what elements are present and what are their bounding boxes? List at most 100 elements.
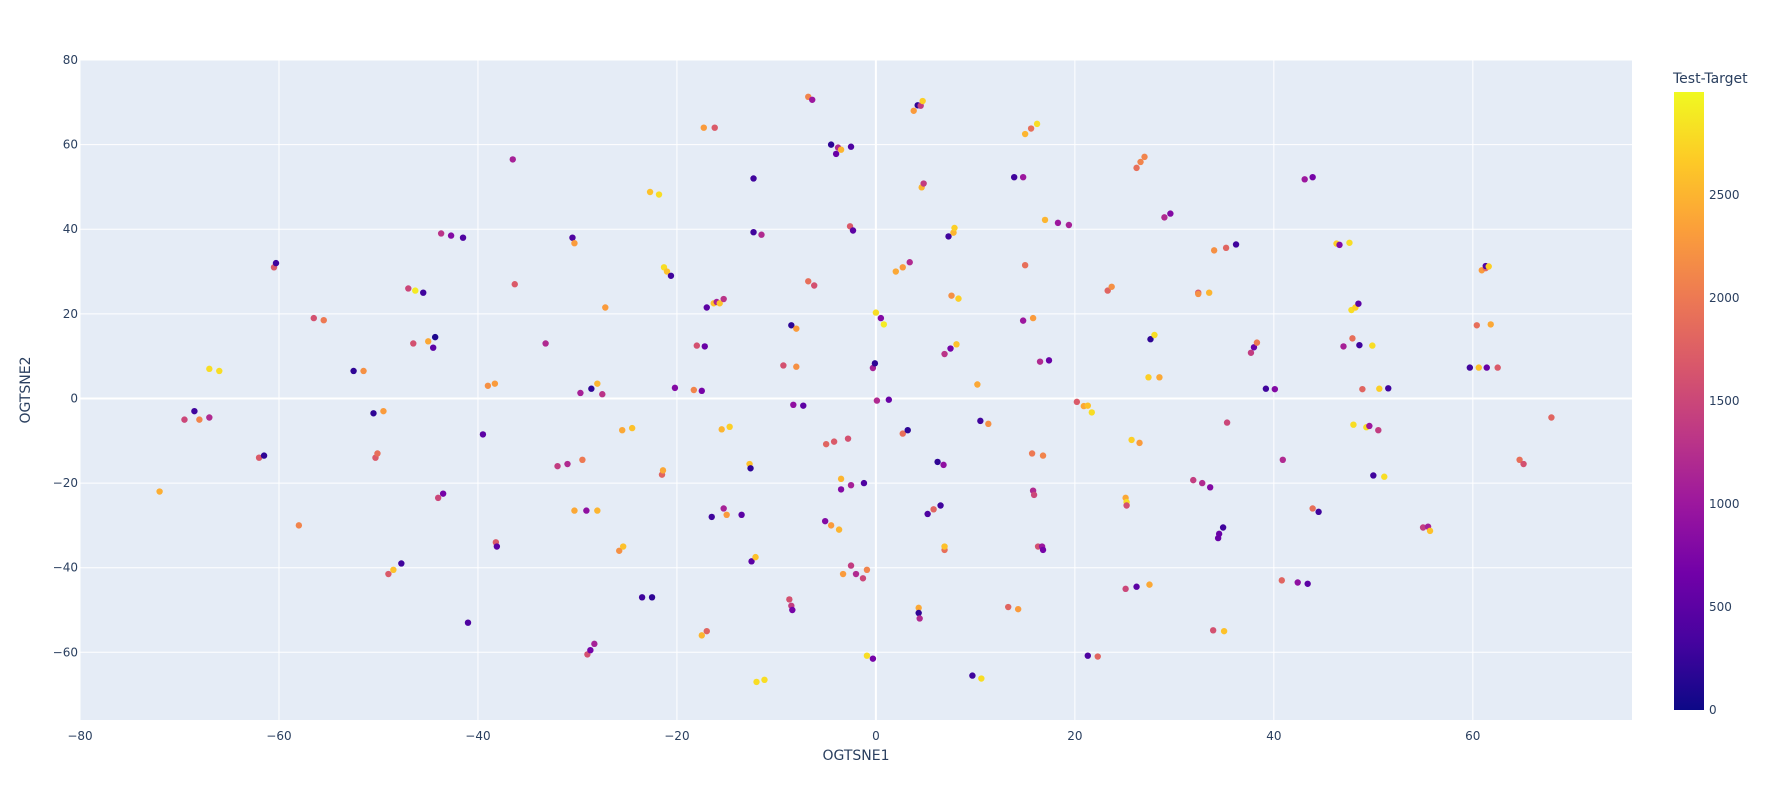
data-point (1294, 579, 1301, 586)
data-point (255, 454, 263, 461)
data-point (1045, 357, 1053, 364)
data-point (1309, 505, 1316, 512)
data-point (698, 632, 705, 639)
data-point (628, 424, 636, 432)
data-point (374, 450, 381, 457)
data-point (698, 387, 705, 395)
data-point (655, 191, 663, 198)
data-point (758, 231, 765, 238)
data-point (827, 522, 835, 529)
data-point (789, 606, 796, 614)
data-point (1356, 341, 1363, 349)
data-point (1141, 153, 1148, 161)
data-point (1220, 627, 1228, 635)
data-point (859, 575, 867, 582)
data-point (360, 367, 367, 375)
data-point (750, 175, 757, 182)
data-point (191, 407, 198, 415)
data-point (892, 268, 899, 275)
data-point (1483, 364, 1490, 371)
data-point (659, 467, 667, 474)
data-point (390, 566, 397, 574)
data-point (873, 397, 881, 404)
data-point (700, 124, 707, 131)
data-point (860, 479, 868, 487)
data-point (1005, 603, 1012, 611)
data-point (1485, 263, 1492, 270)
data-point (1019, 173, 1027, 181)
data-point (701, 343, 708, 350)
data-point (924, 510, 931, 518)
data-point (790, 401, 797, 409)
data-point (1350, 421, 1357, 428)
data-point (1030, 491, 1038, 499)
data-point (899, 430, 906, 437)
data-point (1147, 336, 1154, 343)
data-point (708, 513, 715, 521)
x-axis-title: OGTSNE1 (822, 748, 889, 764)
data-point (434, 494, 442, 502)
data-point (1278, 577, 1286, 584)
data-point (1346, 239, 1353, 246)
data-point (599, 391, 606, 398)
data-point (726, 423, 733, 431)
data-point (616, 547, 623, 554)
data-point (1223, 419, 1231, 426)
data-point (915, 604, 922, 612)
data-point (405, 285, 412, 292)
data-point (1028, 450, 1036, 457)
colorbar-title: Test-Target (1672, 71, 1748, 87)
data-point (906, 259, 913, 266)
data-point (542, 340, 549, 347)
data-point (953, 341, 960, 348)
data-point (837, 146, 845, 153)
data-point (412, 287, 419, 294)
data-point (1039, 546, 1047, 554)
data-point (310, 314, 317, 322)
data-point (1366, 422, 1373, 430)
data-point (919, 97, 926, 105)
data-point (410, 340, 417, 347)
data-point (1104, 287, 1111, 294)
data-point (484, 382, 492, 389)
data-point (509, 156, 516, 163)
data-point (1210, 247, 1218, 254)
data-point (937, 502, 944, 509)
data-point (1010, 173, 1018, 181)
data-point (1385, 385, 1392, 392)
data-point (747, 465, 754, 472)
data-point (852, 570, 860, 578)
data-point (940, 461, 947, 469)
data-point (1133, 583, 1140, 590)
data-point (951, 224, 958, 232)
data-point (822, 440, 830, 448)
data-point (1088, 409, 1095, 416)
data-point (809, 96, 816, 103)
data-point (646, 188, 654, 196)
data-point (1084, 402, 1092, 409)
x-tick-labels: −80 −60 −40 −20 0 20 40 60 (67, 729, 1480, 743)
data-point (839, 570, 847, 578)
data-point (847, 562, 855, 569)
x-tick-label: −80 (67, 729, 92, 743)
data-point (1136, 439, 1143, 447)
data-point (1375, 426, 1382, 434)
data-point (439, 490, 447, 497)
data-point (827, 141, 835, 148)
data-point (1301, 176, 1308, 183)
data-point (1206, 484, 1214, 491)
data-point (554, 462, 561, 470)
data-point (1128, 436, 1135, 444)
data-point (671, 384, 679, 392)
data-point (1520, 460, 1527, 468)
data-point (1014, 605, 1022, 613)
data-point (871, 360, 879, 367)
data-point (1473, 322, 1481, 329)
data-point (948, 292, 955, 299)
data-point (788, 322, 795, 329)
colorbar-tick-label: 0 (1709, 703, 1717, 717)
data-point (1340, 343, 1347, 350)
data-point (811, 282, 818, 289)
data-point (583, 507, 590, 514)
colorbar-tick-label: 1000 (1709, 497, 1740, 511)
